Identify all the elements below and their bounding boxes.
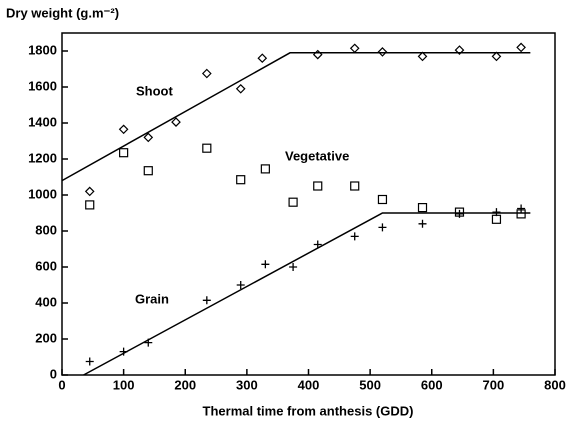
plus-point: [517, 204, 526, 213]
square-point: [85, 200, 95, 210]
plus-point: [236, 281, 245, 289]
plus-point: [455, 209, 464, 218]
x-axis-title: Thermal time from anthesis (GDD): [203, 403, 414, 418]
y-tick-label: 1800: [28, 42, 57, 57]
square-point: [350, 181, 360, 191]
x-tick-label: 200: [174, 377, 196, 392]
plus-point: [144, 338, 153, 347]
x-tick-label: 600: [421, 377, 443, 392]
x-tick-label: 800: [544, 377, 566, 392]
square-point: [202, 143, 212, 153]
square-point: [288, 197, 298, 207]
chart-title: Dry weight (g.m⁻²): [6, 5, 119, 20]
y-tick-label: 1600: [28, 78, 57, 93]
x-tick-label: 100: [113, 377, 135, 392]
diamond-point: [377, 47, 388, 57]
square-point: [119, 148, 129, 158]
diamond-point: [516, 42, 526, 53]
diamond-point: [349, 43, 360, 54]
diamond-point: [143, 132, 154, 143]
plus-point: [313, 240, 322, 249]
y-tick-label: 800: [35, 222, 57, 237]
diamond-point: [118, 124, 129, 135]
square-point: [236, 175, 246, 185]
y-tick-label: 1000: [28, 186, 57, 201]
y-tick-label: 1200: [28, 150, 57, 165]
diamond-point: [454, 45, 465, 55]
x-tick-label: 500: [359, 377, 381, 392]
y-tick-label: 400: [35, 294, 57, 309]
y-tick-label: 600: [35, 258, 57, 273]
annotation: Vegetative: [285, 148, 349, 163]
x-tick-label: 400: [298, 377, 320, 392]
plus-point: [119, 347, 128, 356]
diamond-point: [84, 186, 95, 197]
plus-point: [378, 223, 387, 232]
diamond-point: [235, 83, 246, 94]
square-point: [417, 203, 428, 213]
plus-point: [202, 296, 211, 305]
square-point: [260, 164, 270, 174]
x-tick-label: 700: [483, 377, 505, 392]
fit-line: [61, 52, 531, 182]
diamond-point: [171, 117, 181, 127]
annotation: Shoot: [136, 83, 173, 98]
plus-point: [261, 260, 270, 269]
diamond-point: [491, 51, 502, 62]
diamond-point: [312, 49, 323, 60]
fit-line: [83, 212, 531, 376]
y-tick-label: 0: [50, 366, 57, 381]
x-tick-label: 300: [236, 377, 258, 392]
annotation: Grain: [135, 291, 169, 306]
plus-point: [418, 219, 427, 228]
square-point: [143, 166, 153, 176]
plus-point: [85, 357, 94, 366]
diamond-point: [201, 68, 212, 79]
plus-point: [350, 232, 359, 241]
square-point: [377, 194, 388, 205]
y-tick-label: 200: [35, 330, 57, 345]
square-point: [313, 181, 323, 191]
plus-point: [492, 208, 501, 217]
plus-point: [289, 263, 298, 271]
x-tick-label: 0: [58, 377, 65, 392]
square-point: [491, 214, 502, 224]
diamond-point: [257, 53, 268, 64]
diamond-point: [417, 51, 428, 62]
y-tick-label: 1400: [28, 114, 57, 129]
